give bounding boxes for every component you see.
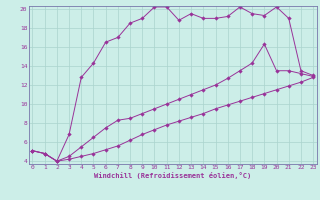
X-axis label: Windchill (Refroidissement éolien,°C): Windchill (Refroidissement éolien,°C) bbox=[94, 172, 252, 179]
